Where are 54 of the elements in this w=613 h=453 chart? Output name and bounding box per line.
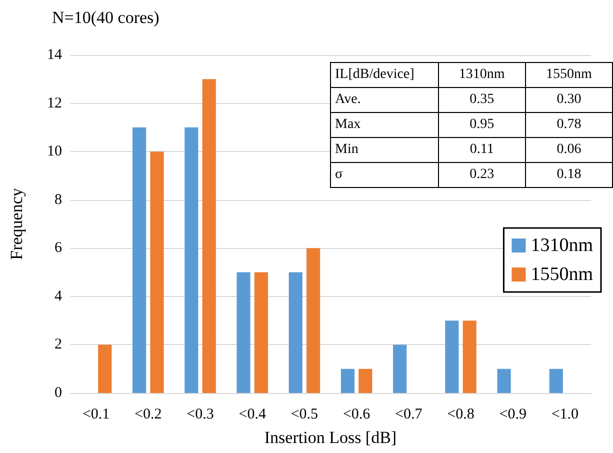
x-tick-label: <0.6 [342,406,371,422]
y-tick-label: 10 [47,144,62,160]
x-tick-label: <0.9 [499,406,526,422]
x-tick-label: <0.2 [134,406,162,422]
legend-label: 1550nm [530,264,594,285]
x-tick-label: <0.8 [447,406,474,422]
bar [236,272,250,393]
x-tick-label: <0.5 [290,406,318,422]
annotation: 1550nm [525,62,612,88]
x-tick-label: <0.7 [395,406,423,422]
y-tick-label: 8 [54,192,62,208]
bar [340,368,355,393]
x-tick-label: <0.3 [186,406,214,422]
bar [462,320,476,393]
annotation: 0.23 [438,162,526,188]
annotation: 1310nm [438,62,526,88]
annotation: Min [330,138,438,162]
x-axis-title: Insertion Loss [dB] [264,428,397,447]
y-axis-title: Frequency [7,188,26,260]
y-tick-label: 6 [54,240,62,256]
bar [288,272,302,393]
bar [445,320,459,393]
bar [184,127,198,393]
text: N=10(40 cores) [52,8,160,28]
annotation: σ [330,162,438,188]
bar [393,344,407,393]
annotation: 0.30 [525,88,612,112]
y-tick-label: 2 [54,336,62,353]
legend-label: 1310nm [530,235,594,256]
annotation: 0.18 [525,162,612,188]
x-tick-label: <0.1 [82,406,110,422]
x-tick-label: <1.0 [551,406,579,422]
bar [358,368,372,393]
annotation: 0.95 [438,112,526,138]
annotation: IL[dB/device] [330,62,438,88]
y-tick-label: 4 [54,288,62,304]
bar [132,127,146,393]
annotation: Ave. [330,88,438,112]
bar [202,79,216,393]
bar [306,248,320,393]
x-tick-label: <0.4 [238,406,266,422]
y-tick-label: 12 [47,95,62,112]
annotation: Max [330,112,438,138]
bar [497,368,511,393]
bar [150,152,164,393]
bar [98,344,112,393]
annotation: 0.06 [525,138,612,162]
bar [549,368,563,393]
annotation: 0.35 [438,88,526,112]
y-tick-label: 0 [54,385,62,401]
bar [254,272,268,393]
y-tick-label: 14 [47,47,62,63]
annotation: 0.78 [525,112,612,138]
annotation: 0.11 [438,138,526,162]
